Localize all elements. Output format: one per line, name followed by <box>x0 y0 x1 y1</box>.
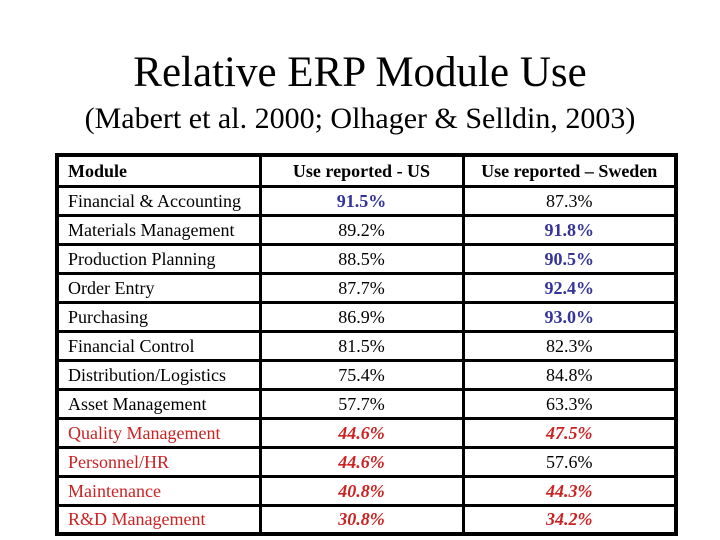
sweden-value-cell: 84.8% <box>461 358 678 391</box>
page-title: Relative ERP Module Use <box>133 49 587 96</box>
us-value-cell: 86.9% <box>258 300 465 333</box>
module-cell: Distribution/Logistics <box>55 358 262 391</box>
module-cell: Financial & Accounting <box>55 184 262 217</box>
module-cell: R&D Management <box>55 503 262 536</box>
us-value-cell: 91.5% <box>258 184 465 217</box>
table-row: Financial & Accounting 91.5% 87.3% <box>55 184 678 217</box>
sweden-value-cell: 93.0% <box>461 300 678 333</box>
sweden-value-cell: 91.8% <box>461 213 678 246</box>
sweden-value-cell: 90.5% <box>461 242 678 275</box>
sweden-value-cell: 44.3% <box>461 474 678 507</box>
module-cell: Order Entry <box>55 271 262 304</box>
erp-module-table: Module Use reported - US Use reported – … <box>55 153 678 536</box>
module-cell: Quality Management <box>55 416 262 449</box>
table-row: Materials Management 89.2% 91.8% <box>55 213 678 246</box>
us-value-cell: 40.8% <box>258 474 465 507</box>
citation-subtitle: (Mabert et al. 2000; Olhager & Selldin, … <box>84 102 636 135</box>
us-value-cell: 88.5% <box>258 242 465 275</box>
table-row: Personnel/HR 44.6% 57.6% <box>55 445 678 478</box>
table-row: Financial Control 81.5% 82.3% <box>55 329 678 362</box>
table-header-row: Module Use reported - US Use reported – … <box>55 153 678 188</box>
column-header-us: Use reported - US <box>258 153 465 188</box>
module-cell: Maintenance <box>55 474 262 507</box>
table-row: Purchasing 86.9% 93.0% <box>55 300 678 333</box>
us-value-cell: 75.4% <box>258 358 465 391</box>
us-value-cell: 57.7% <box>258 387 465 420</box>
sweden-value-cell: 34.2% <box>461 503 678 536</box>
table-row: Asset Management 57.7% 63.3% <box>55 387 678 420</box>
sweden-value-cell: 47.5% <box>461 416 678 449</box>
module-cell: Personnel/HR <box>55 445 262 478</box>
us-value-cell: 30.8% <box>258 503 465 536</box>
column-header-sweden: Use reported – Sweden <box>461 153 678 188</box>
sweden-value-cell: 92.4% <box>461 271 678 304</box>
us-value-cell: 81.5% <box>258 329 465 362</box>
table-row: Production Planning 88.5% 90.5% <box>55 242 678 275</box>
module-cell: Production Planning <box>55 242 262 275</box>
us-value-cell: 89.2% <box>258 213 465 246</box>
sweden-value-cell: 87.3% <box>461 184 678 217</box>
column-header-module: Module <box>55 153 262 188</box>
sweden-value-cell: 63.3% <box>461 387 678 420</box>
table-row: R&D Management 30.8% 34.2% <box>55 503 678 536</box>
module-cell: Materials Management <box>55 213 262 246</box>
table-row: Maintenance 40.8% 44.3% <box>55 474 678 507</box>
us-value-cell: 44.6% <box>258 445 465 478</box>
table-row: Order Entry 87.7% 92.4% <box>55 271 678 304</box>
us-value-cell: 87.7% <box>258 271 465 304</box>
us-value-cell: 44.6% <box>258 416 465 449</box>
module-cell: Purchasing <box>55 300 262 333</box>
sweden-value-cell: 57.6% <box>461 445 678 478</box>
module-cell: Financial Control <box>55 329 262 362</box>
table-row: Distribution/Logistics 75.4% 84.8% <box>55 358 678 391</box>
sweden-value-cell: 82.3% <box>461 329 678 362</box>
module-cell: Asset Management <box>55 387 262 420</box>
table-row: Quality Management 44.6% 47.5% <box>55 416 678 449</box>
